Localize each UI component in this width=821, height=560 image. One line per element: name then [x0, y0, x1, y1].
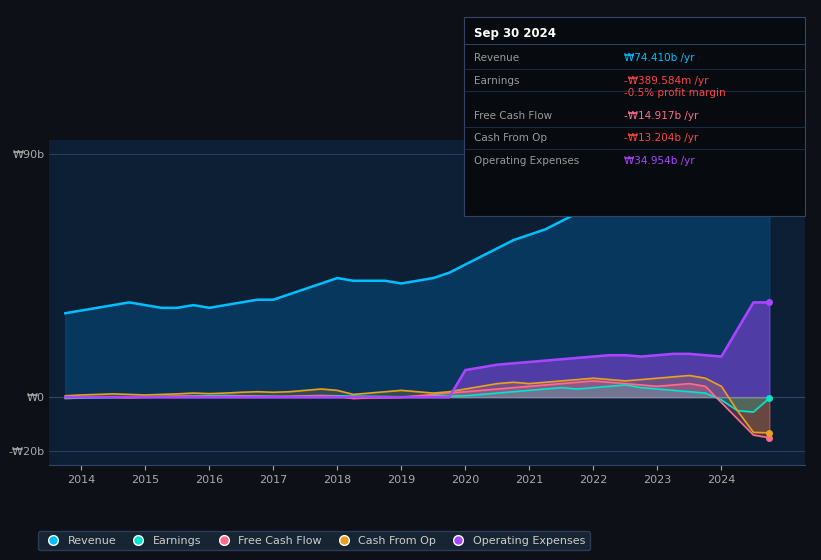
Text: Revenue: Revenue [474, 53, 519, 63]
Text: Cash From Op: Cash From Op [474, 133, 547, 143]
Text: ₩74.410b /yr: ₩74.410b /yr [624, 53, 695, 63]
Text: ₩34.954b /yr: ₩34.954b /yr [624, 156, 695, 166]
Legend: Revenue, Earnings, Free Cash Flow, Cash From Op, Operating Expenses: Revenue, Earnings, Free Cash Flow, Cash … [38, 531, 589, 550]
Text: Free Cash Flow: Free Cash Flow [474, 111, 552, 121]
Text: -₩389.584m /yr: -₩389.584m /yr [624, 76, 709, 86]
Text: Operating Expenses: Operating Expenses [474, 156, 579, 166]
Text: -0.5% profit margin: -0.5% profit margin [624, 88, 726, 99]
Text: -₩14.917b /yr: -₩14.917b /yr [624, 111, 699, 121]
Text: -₩13.204b /yr: -₩13.204b /yr [624, 133, 698, 143]
Text: Earnings: Earnings [474, 76, 519, 86]
Text: Sep 30 2024: Sep 30 2024 [474, 27, 556, 40]
